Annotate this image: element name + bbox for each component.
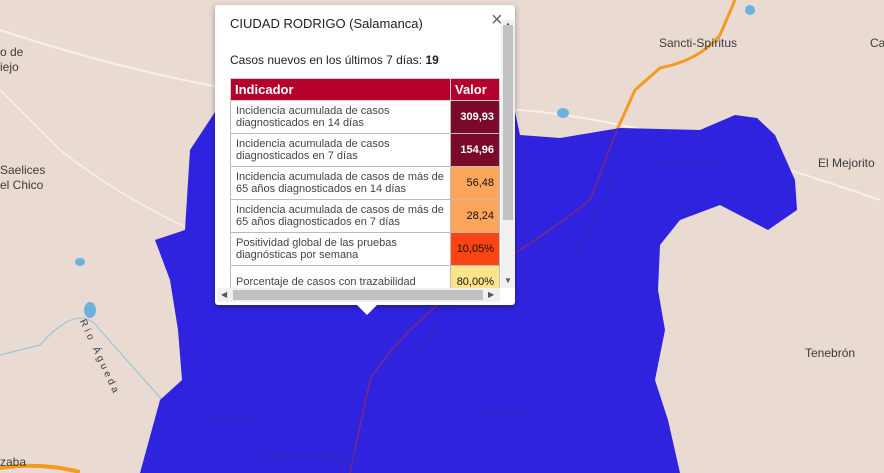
- highway: [615, 0, 737, 131]
- place-label: el Chico: [0, 178, 44, 192]
- indicator-value: 154,96: [450, 133, 500, 167]
- indicator-label: Incidencia acumulada de casos diagnostic…: [230, 133, 451, 167]
- new-cases-text: Casos nuevos en los últimos 7 días: 19: [230, 53, 439, 67]
- scroll-down-icon[interactable]: ▼: [504, 276, 512, 285]
- indicator-value: 10,05%: [450, 232, 500, 266]
- lake: [84, 302, 96, 318]
- indicator-value: 309,93: [450, 100, 500, 134]
- river: [0, 317, 181, 421]
- popup-title: CIUDAD RODRIGO (Salamanca): [230, 16, 423, 31]
- vertical-scrollbar[interactable]: ▲ ▼: [501, 20, 515, 288]
- place-label: El Mejorito: [818, 156, 875, 170]
- place-label: Ciudad Rodrigo: [258, 448, 356, 464]
- new-cases-value: 19: [425, 53, 439, 67]
- table-row: Positividad global de las pruebas diagnó…: [230, 232, 500, 266]
- table-scroll-area[interactable]: Indicador Valor Incidencia acumulada de c…: [230, 78, 500, 288]
- new-cases-label: Casos nuevos en los últimos 7 días:: [230, 53, 426, 67]
- place-label: Sancti-Spíritus: [659, 36, 738, 50]
- place-label: o de: [0, 45, 24, 59]
- close-icon[interactable]: ×: [491, 9, 503, 31]
- indicator-label: Porcentaje de casos con trazabilidad: [230, 265, 451, 288]
- table-row: Incidencia acumulada de casos de más de …: [230, 199, 500, 233]
- highway: [0, 463, 81, 473]
- indicator-value: 28,24: [450, 199, 500, 233]
- scroll-right-icon[interactable]: ▶: [488, 290, 495, 299]
- place-label: Ivanrey: [214, 411, 254, 425]
- vertical-scroll-thumb[interactable]: [503, 25, 513, 220]
- indicator-table: Indicador Valor Incidencia acumulada de c…: [230, 78, 500, 288]
- place-label: Pedro Toro: [478, 404, 537, 418]
- indicator-value: 56,48: [450, 166, 500, 200]
- place-label: Ca: [870, 36, 884, 50]
- place-label: Bocacara: [664, 155, 715, 169]
- indicator-label: Positividad global de las pruebas diagnó…: [230, 232, 451, 266]
- table-row: Incidencia acumulada de casos de más de …: [230, 166, 500, 200]
- place-label: Tenebrón: [805, 346, 856, 360]
- scroll-left-icon[interactable]: ◀: [221, 290, 228, 299]
- lake: [745, 5, 755, 15]
- lake: [557, 108, 569, 118]
- indicator-value: 80,00%: [450, 265, 500, 288]
- header-indicator: Indicador: [230, 78, 451, 101]
- place-label: zaba: [0, 455, 27, 469]
- table-row: Incidencia acumulada de casos diagnostic…: [230, 100, 500, 134]
- lake: [75, 258, 85, 266]
- place-label: iejo: [0, 60, 19, 74]
- indicator-label: Incidencia acumulada de casos de más de …: [230, 199, 451, 233]
- header-value: Valor: [450, 78, 500, 101]
- scroll-up-icon[interactable]: ▲: [504, 20, 512, 29]
- info-popup: CIUDAD RODRIGO (Salamanca) × Casos nuevo…: [215, 5, 515, 315]
- table-row: Porcentaje de casos con trazabilidad 80,0…: [230, 265, 500, 288]
- table-row: Incidencia acumulada de casos diagnostic…: [230, 133, 500, 167]
- indicator-label: Incidencia acumulada de casos diagnostic…: [230, 100, 451, 134]
- horizontal-scroll-thumb[interactable]: [233, 290, 483, 300]
- indicator-label: Incidencia acumulada de casos de más de …: [230, 166, 451, 200]
- horizontal-scrollbar[interactable]: ◀ ▶: [217, 288, 500, 302]
- place-label: Saelices: [0, 163, 46, 177]
